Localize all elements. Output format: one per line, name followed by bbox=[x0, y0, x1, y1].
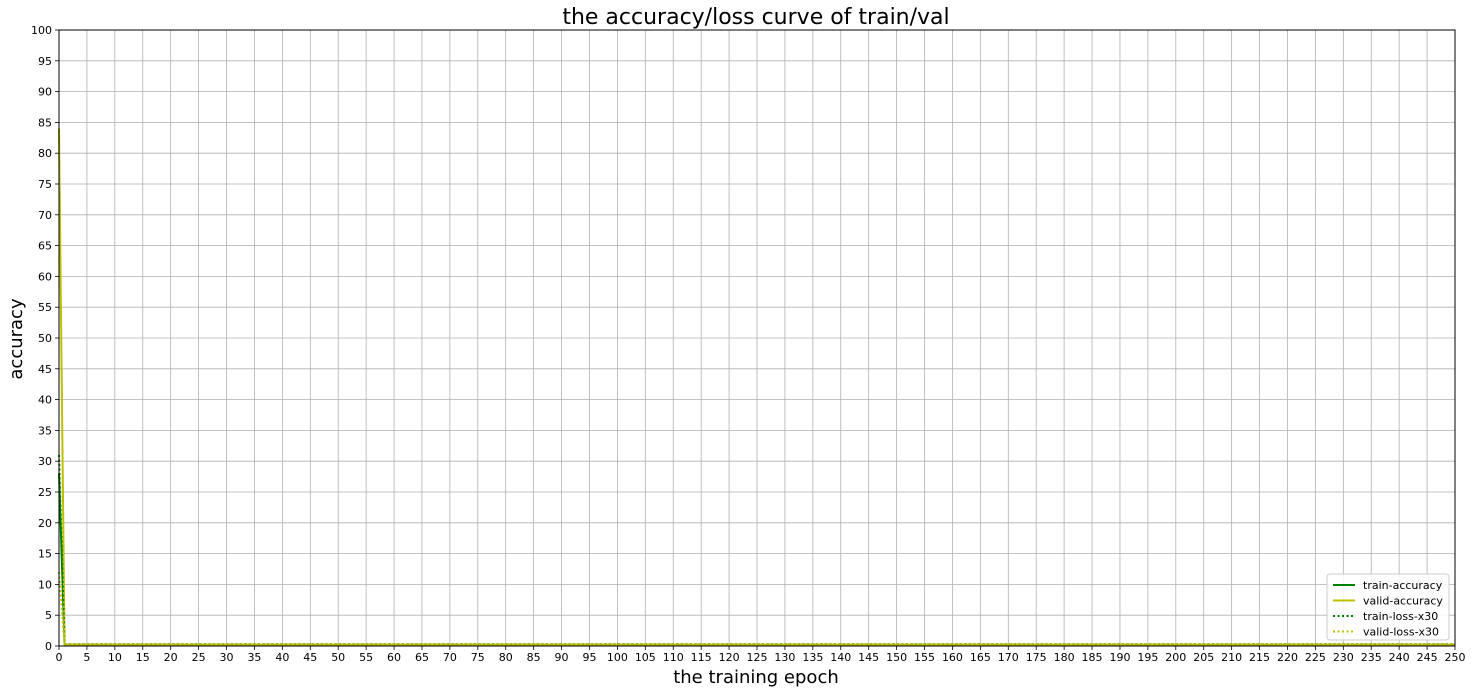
x-tick-label: 90 bbox=[555, 651, 569, 664]
y-tick-label: 0 bbox=[45, 640, 52, 653]
x-tick-label: 220 bbox=[1277, 651, 1298, 664]
y-tick-label: 65 bbox=[38, 240, 52, 253]
x-tick-label: 115 bbox=[691, 651, 712, 664]
x-tick-label: 40 bbox=[275, 651, 289, 664]
x-tick-label: 230 bbox=[1333, 651, 1354, 664]
y-tick-label: 90 bbox=[38, 86, 52, 99]
legend-label-valid-loss-x30: valid-loss-x30 bbox=[1363, 626, 1439, 639]
x-tick-label: 30 bbox=[220, 651, 234, 664]
x-tick-label: 10 bbox=[108, 651, 122, 664]
x-axis-label: the training epoch bbox=[673, 667, 839, 688]
y-tick-label: 60 bbox=[38, 270, 52, 283]
legend-label-valid-accuracy: valid-accuracy bbox=[1363, 595, 1443, 608]
y-tick-label: 100 bbox=[31, 24, 52, 37]
x-tick-label: 130 bbox=[774, 651, 795, 664]
y-tick-label: 30 bbox=[38, 455, 52, 468]
x-tick-label: 185 bbox=[1082, 651, 1103, 664]
legend: train-accuracy valid-accuracy train-loss-x… bbox=[1326, 573, 1450, 641]
y-tick-label: 70 bbox=[38, 209, 52, 222]
y-tick-label: 25 bbox=[38, 486, 52, 499]
y-tick-label: 10 bbox=[38, 578, 52, 591]
x-tick-label: 110 bbox=[663, 651, 684, 664]
x-tick-label: 35 bbox=[247, 651, 261, 664]
x-tick-label: 25 bbox=[192, 651, 206, 664]
x-tick-label: 235 bbox=[1361, 651, 1382, 664]
x-tick-label: 195 bbox=[1137, 651, 1158, 664]
x-tick-label: 200 bbox=[1165, 651, 1186, 664]
x-tick-label: 15 bbox=[136, 651, 150, 664]
x-tick-label: 70 bbox=[443, 651, 457, 664]
legend-label-train-accuracy: train-accuracy bbox=[1363, 579, 1443, 592]
y-axis-label: accuracy bbox=[6, 298, 27, 380]
series-line-valid-accuracy bbox=[58, 128, 1455, 646]
x-tick-label: 55 bbox=[359, 651, 373, 664]
y-tick-label: 45 bbox=[38, 363, 52, 376]
y-tick-label: 15 bbox=[38, 548, 52, 561]
x-tick-label: 135 bbox=[802, 651, 823, 664]
y-tick-label: 75 bbox=[38, 178, 52, 191]
x-tick-label: 160 bbox=[942, 651, 963, 664]
x-tick-label: 170 bbox=[998, 651, 1019, 664]
x-tick-label: 65 bbox=[415, 651, 429, 664]
x-tick-label: 240 bbox=[1389, 651, 1410, 664]
x-tick-label: 85 bbox=[527, 651, 541, 664]
x-tick-label: 140 bbox=[830, 651, 851, 664]
x-tick-label: 145 bbox=[858, 651, 879, 664]
x-tick-label: 50 bbox=[331, 651, 345, 664]
x-tick-label: 0 bbox=[56, 651, 63, 664]
x-tick-label: 5 bbox=[83, 651, 90, 664]
x-tick-label: 75 bbox=[471, 651, 485, 664]
series-layer bbox=[58, 128, 1455, 646]
y-tick-label: 5 bbox=[45, 609, 52, 622]
legend-label-train-loss-x30: train-loss-x30 bbox=[1363, 610, 1438, 623]
x-tick-label: 100 bbox=[607, 651, 628, 664]
y-tick-label: 50 bbox=[38, 332, 52, 345]
x-axis-ticks: 0 5 10 15 20 25 30 35 40 45 50 55 60 65 70 75 80 85 90 95 10… bbox=[56, 646, 1466, 664]
grid bbox=[58, 29, 1456, 647]
x-tick-label: 190 bbox=[1109, 651, 1130, 664]
x-tick-label: 150 bbox=[886, 651, 907, 664]
x-tick-label: 20 bbox=[164, 651, 178, 664]
x-tick-label: 165 bbox=[970, 651, 991, 664]
y-tick-label: 95 bbox=[38, 55, 52, 68]
x-tick-label: 180 bbox=[1054, 651, 1075, 664]
y-tick-label: 40 bbox=[38, 394, 52, 407]
x-tick-label: 205 bbox=[1193, 651, 1214, 664]
x-tick-label: 60 bbox=[387, 651, 401, 664]
x-tick-label: 125 bbox=[747, 651, 768, 664]
y-tick-label: 35 bbox=[38, 424, 52, 437]
x-tick-label: 45 bbox=[303, 651, 317, 664]
y-tick-label: 20 bbox=[38, 517, 52, 530]
y-axis-ticks: 0 5 10 15 20 25 30 35 40 45 50 55 60 65 70 75 80 85 90 95 10… bbox=[31, 24, 59, 653]
x-tick-label: 155 bbox=[914, 651, 935, 664]
x-tick-label: 245 bbox=[1417, 651, 1438, 664]
x-tick-label: 215 bbox=[1249, 651, 1270, 664]
x-tick-label: 210 bbox=[1221, 651, 1242, 664]
x-tick-label: 105 bbox=[635, 651, 656, 664]
y-tick-label: 85 bbox=[38, 116, 52, 129]
x-tick-label: 250 bbox=[1445, 651, 1466, 664]
y-tick-label: 80 bbox=[38, 147, 52, 160]
x-tick-label: 95 bbox=[582, 651, 596, 664]
y-tick-label: 55 bbox=[38, 301, 52, 314]
x-tick-label: 175 bbox=[1026, 651, 1047, 664]
x-tick-label: 225 bbox=[1305, 651, 1326, 664]
x-tick-label: 80 bbox=[499, 651, 513, 664]
legend-box bbox=[1326, 573, 1450, 641]
chart-title: the accuracy/loss curve of train/val bbox=[562, 5, 949, 30]
x-tick-label: 120 bbox=[719, 651, 740, 664]
